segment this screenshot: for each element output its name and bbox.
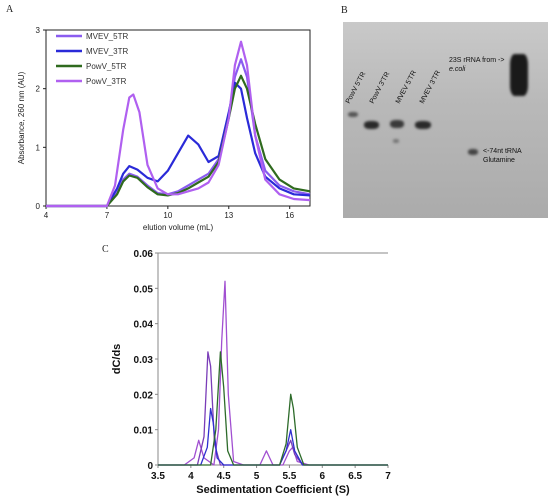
y-tick-label: 2 (36, 85, 41, 94)
y-tick-label: 0.04 (134, 320, 154, 331)
gel-band-mvev-5tr-lower (393, 139, 399, 143)
rrna-annotation-line2: e.coli (449, 66, 466, 73)
series-line-MVEV_3TR (46, 81, 311, 208)
rrna-annotation: 23S rRNA from -> e.coli (449, 56, 504, 74)
panel-a-label: A (6, 4, 14, 15)
x-tick-label: 4.5 (217, 471, 231, 482)
y-axis-title: Absorbance, 260 nm (AU) (17, 71, 26, 164)
y-tick-label: 0 (36, 202, 41, 211)
series-line-PowV_3TR (46, 40, 311, 208)
rrna-annotation-line1: 23S rRNA from -> (449, 57, 505, 64)
x-tick-label: 3.5 (151, 471, 165, 482)
x-tick-label: 10 (163, 211, 172, 220)
chromatogram-chart: 4 7 10 13 16 0 1 2 3 elution volume (mL) Absorbanc… (17, 26, 311, 232)
y-axis-title: dC/ds (111, 344, 123, 375)
x-tick-label: 6 (320, 471, 326, 482)
series-line-PowV_5TR (46, 74, 311, 208)
trna-annotation-line1: <-74nt tRNA (483, 148, 522, 155)
x-tick-label: 4 (188, 471, 194, 482)
y-tick-label: 0.06 (134, 249, 154, 260)
legend-label-PowV_5TR: PowV_5TR (86, 62, 127, 71)
sedimentation-series-1 (158, 280, 388, 466)
gel-band-powv-3tr (364, 121, 379, 129)
gel-band-mvev-3tr (415, 121, 431, 129)
y-tick-label: 0.01 (134, 426, 154, 437)
x-axis-title: elution volume (mL) (143, 223, 214, 232)
panel-c-label: C (102, 244, 109, 255)
y-tick-label: 0.02 (134, 390, 154, 401)
x-tick-label: 5.5 (282, 471, 296, 482)
x-tick-label: 4 (44, 211, 49, 220)
trna-annotation: <-74nt tRNA Glutamine (483, 147, 522, 165)
x-axis-title: Sedimentation Coefficient (S) (196, 484, 350, 496)
x-tick-label: 7 (385, 471, 391, 482)
x-tick-label: 5 (254, 471, 260, 482)
sedimentation-series-2 (158, 351, 388, 466)
panel-b-label: B (341, 5, 348, 16)
y-tick-label: 0.03 (134, 355, 154, 366)
x-tick-label: 13 (224, 211, 233, 220)
y-tick-label: 1 (36, 143, 41, 152)
trna-annotation-line2: Glutamine (483, 157, 515, 164)
x-tick-label: 6.5 (348, 471, 362, 482)
gel-band-mvev-5tr (390, 120, 404, 128)
sedimentation-series-4 (158, 351, 388, 466)
legend-label-PowV_3TR: PowV_3TR (86, 77, 127, 86)
y-tick-label: 0.05 (134, 284, 154, 295)
plot-area-frame (45, 29, 311, 207)
gel-image: PowV 5'TR PowV 3'TR MVEV 5'TR MVEV 3'TR … (343, 22, 548, 218)
gel-band-trna-marker (468, 149, 478, 155)
x-tick-label: 16 (285, 211, 294, 220)
y-tick-label: 0 (147, 461, 153, 472)
x-tick-label: 7 (105, 211, 110, 220)
legend-label-MVEV_3TR: MVEV_3TR (86, 47, 128, 56)
legend-label-MVEV_5TR: MVEV_5TR (86, 32, 128, 41)
gel-band-powv-5tr (348, 112, 358, 117)
y-tick-label: 3 (36, 26, 41, 35)
sedimentation-series-3 (158, 407, 388, 466)
gel-band-23s-rrna (510, 54, 528, 96)
